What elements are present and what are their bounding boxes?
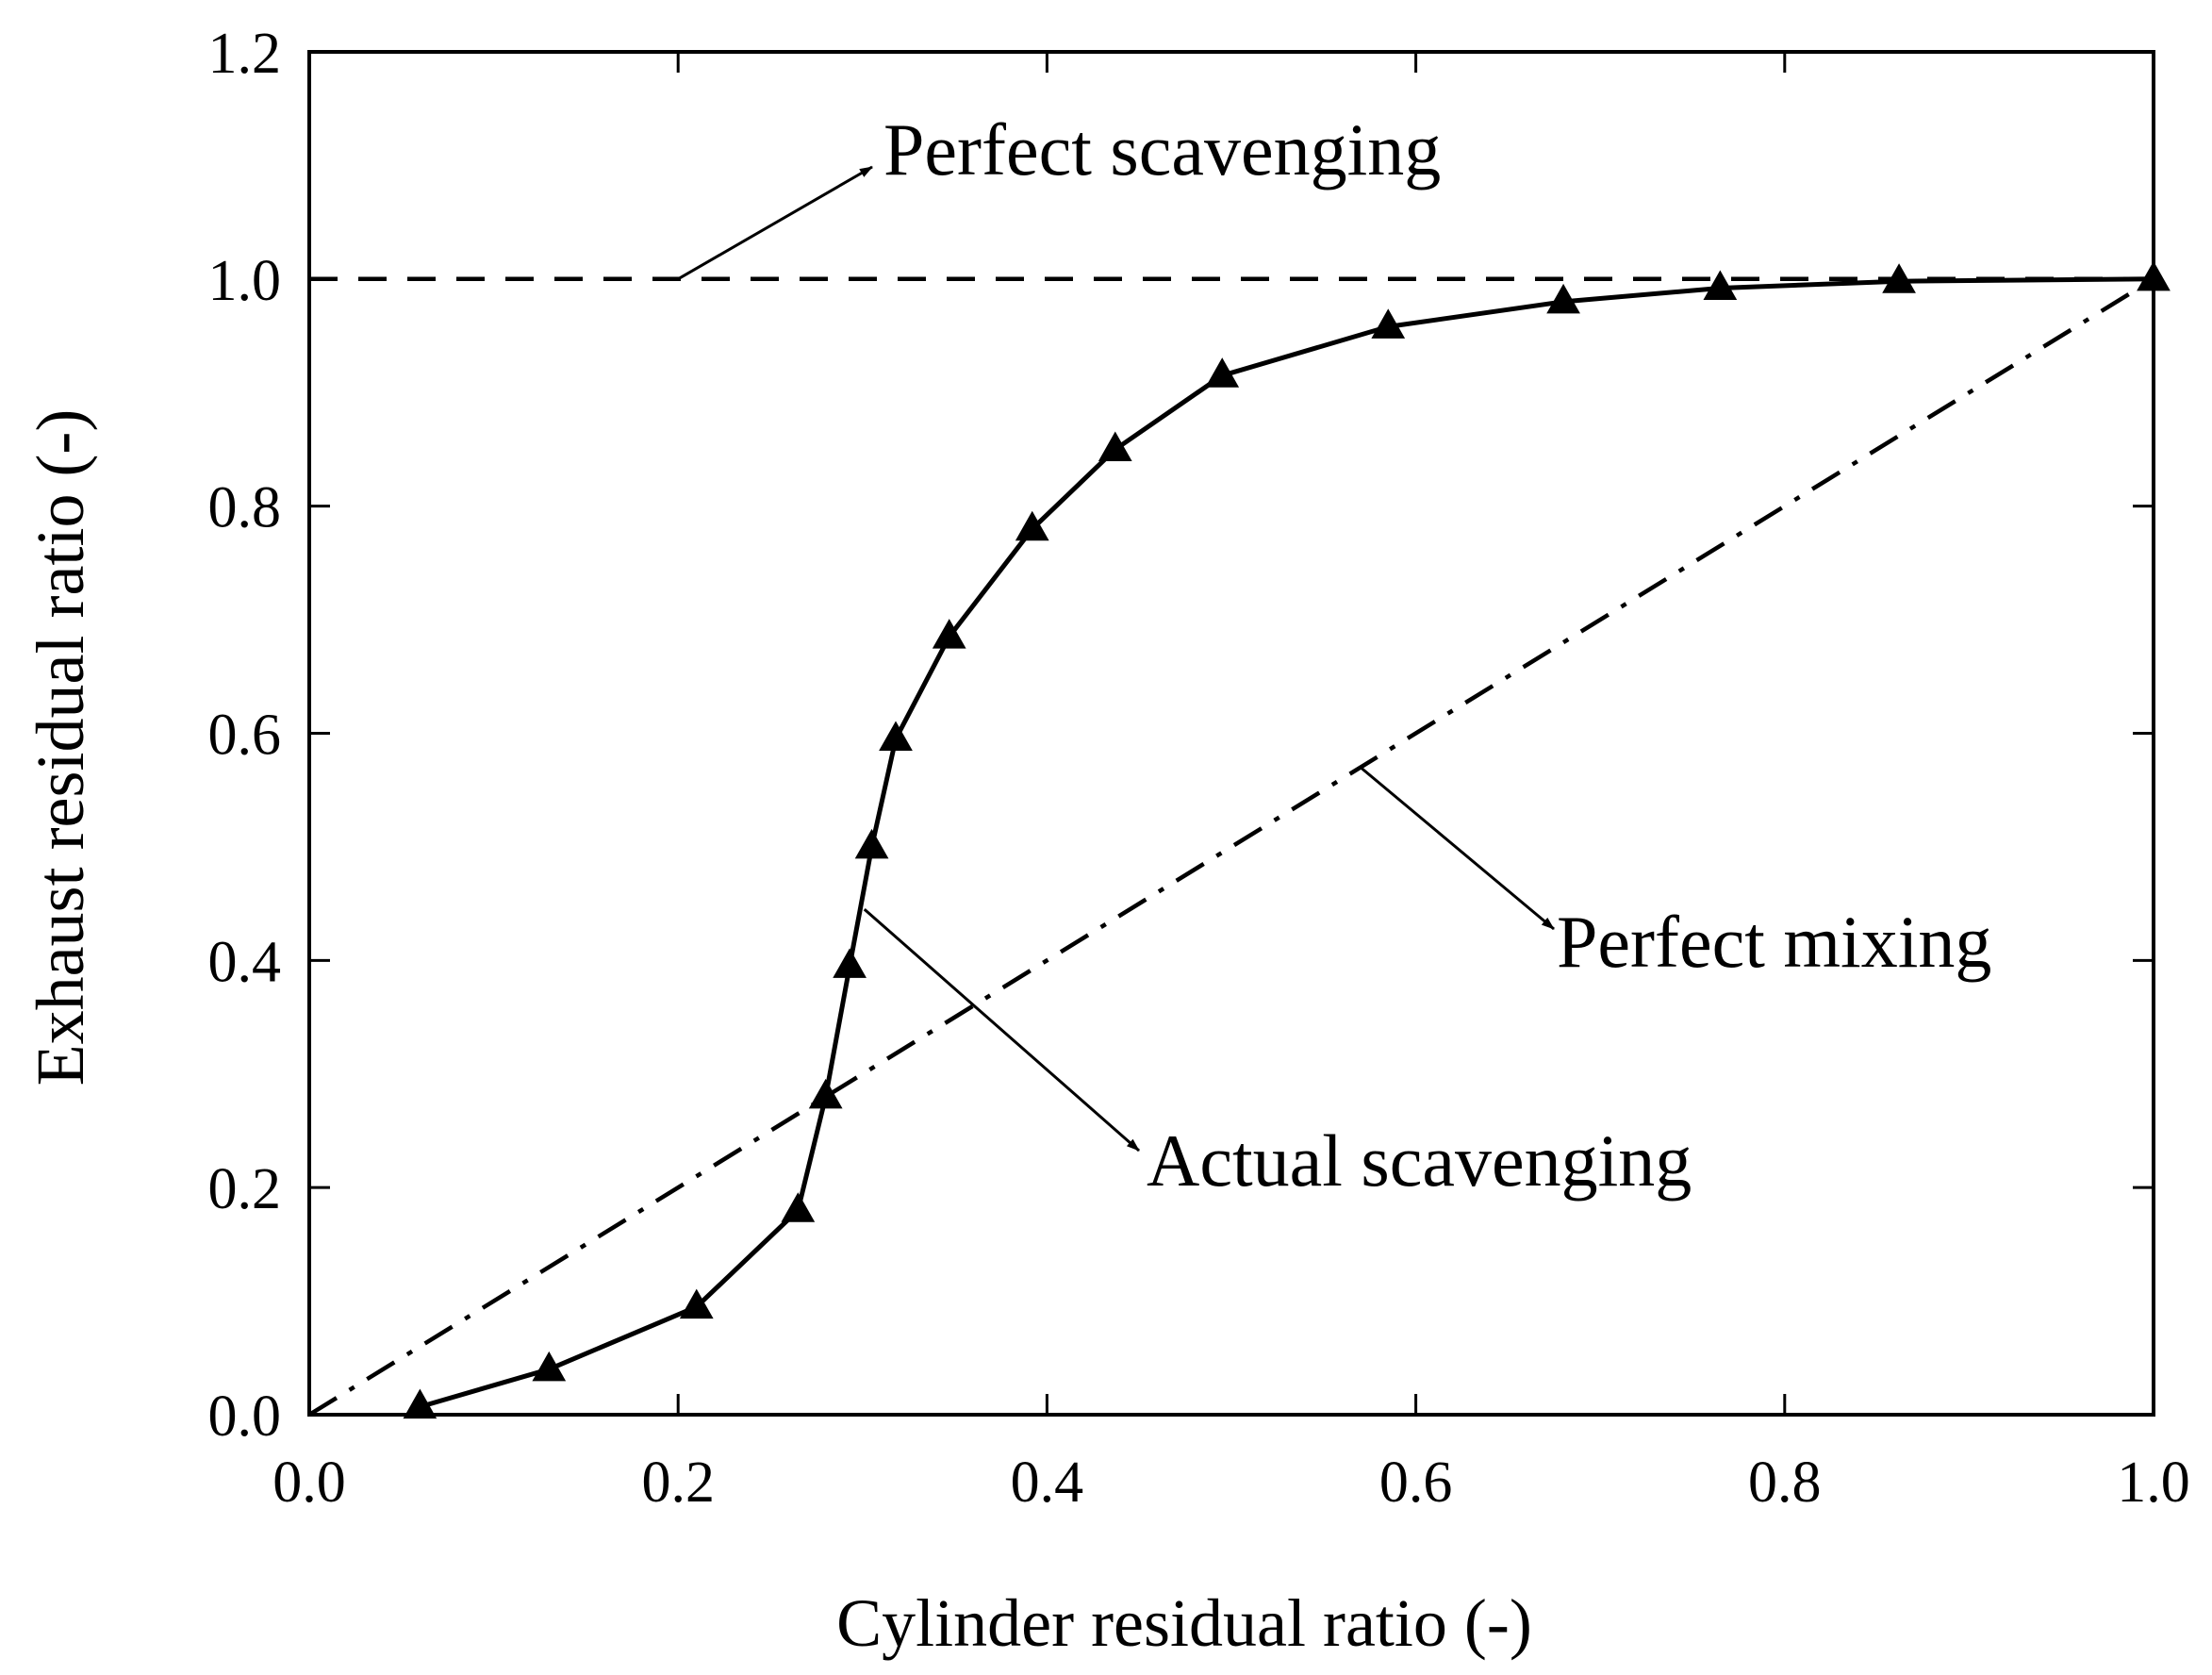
y-tick-label: 1.2 bbox=[208, 22, 282, 86]
annotation-label-perfect-mixing: Perfect mixing bbox=[1557, 901, 1991, 983]
data-point-marker bbox=[808, 1078, 843, 1109]
y-axis-title: Exhaust residual ratio (-) bbox=[23, 409, 98, 1086]
data-point-marker bbox=[1371, 308, 1406, 339]
y-tick-label: 0.0 bbox=[208, 1385, 282, 1449]
data-point-marker bbox=[879, 721, 913, 752]
data-point-marker bbox=[1015, 510, 1049, 541]
data-point-marker bbox=[854, 828, 889, 859]
x-tick-label: 0.8 bbox=[1748, 1451, 1822, 1515]
plot-frame bbox=[307, 50, 2155, 1417]
annotation-arrow-perfect-scavenging bbox=[677, 165, 873, 281]
annotation-label-perfect-scavenging: Perfect scavenging bbox=[883, 108, 1441, 191]
x-axis-title: Cylinder residual ratio (-) bbox=[836, 1585, 1532, 1661]
data-point-marker bbox=[1703, 270, 1738, 300]
data-point-marker bbox=[781, 1192, 816, 1222]
annotation-arrow-perfect-mixing bbox=[1359, 766, 1555, 931]
data-point-marker bbox=[403, 1388, 437, 1419]
data-point-marker bbox=[932, 619, 966, 649]
series-line-actual-scavenging bbox=[419, 276, 2154, 1410]
y-tick-label: 0.4 bbox=[208, 930, 282, 994]
series-line-perfect-mixing bbox=[307, 276, 2155, 1417]
x-tick-label: 0.2 bbox=[641, 1451, 715, 1515]
data-point-marker bbox=[833, 948, 867, 978]
data-point-marker bbox=[1205, 357, 1240, 388]
data-point-marker bbox=[1098, 431, 1132, 461]
x-tick-label: 0.6 bbox=[1379, 1451, 1453, 1515]
data-point-marker bbox=[1546, 283, 1580, 314]
annotation-label-actual-scavenging: Actual scavenging bbox=[1147, 1119, 1692, 1202]
annotation-arrow-actual-scavenging bbox=[863, 908, 1140, 1153]
y-tick-label: 1.0 bbox=[208, 249, 282, 313]
data-point-marker bbox=[2137, 260, 2171, 291]
data-point-marker bbox=[679, 1288, 714, 1319]
x-tick-label: 0.4 bbox=[1011, 1451, 1084, 1515]
data-point-marker bbox=[532, 1351, 567, 1382]
y-tick-label: 0.6 bbox=[208, 704, 282, 768]
y-tick-label: 0.2 bbox=[208, 1157, 282, 1221]
data-point-marker bbox=[1882, 263, 1916, 293]
x-tick-label: 0.0 bbox=[272, 1451, 346, 1515]
x-tick-label: 1.0 bbox=[2117, 1451, 2190, 1515]
y-tick-label: 0.8 bbox=[208, 476, 282, 540]
